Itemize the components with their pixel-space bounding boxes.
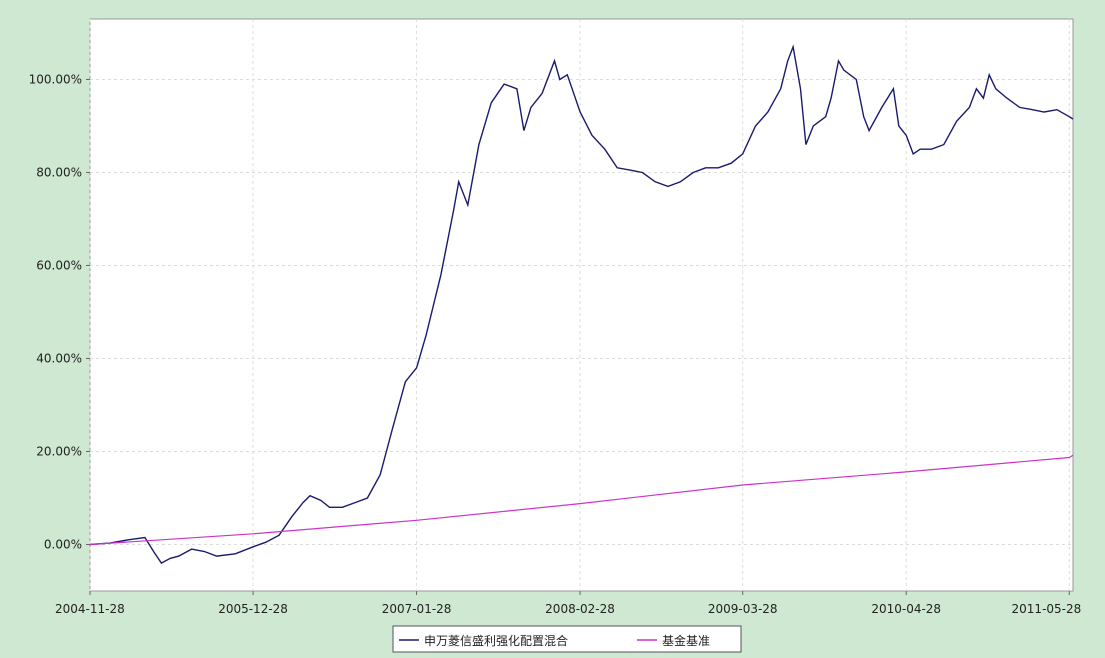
legend: 申万菱信盛利强化配置混合 基金基准 (392, 625, 742, 653)
x-tick-label: 2004-11-28 (55, 602, 125, 616)
grid-lines (89, 19, 1073, 591)
plot-area (89, 18, 1074, 592)
x-tick-label: 2010-04-28 (871, 602, 941, 616)
legend-box (392, 625, 742, 653)
x-tick-label: 2009-03-28 (708, 602, 778, 616)
x-tick-label: 2011-05-28 (1012, 602, 1082, 616)
fund-line (89, 44, 1074, 565)
y-tick-label: 100.00% (29, 72, 82, 86)
y-tick-label: 80.00% (36, 165, 82, 179)
y-tick-label: 20.00% (36, 444, 82, 458)
legend-label-benchmark: 基金基准 (662, 633, 710, 648)
y-axis: 0.00% 20.00% 40.00% 60.00% 80.00% 100.00% (29, 72, 90, 551)
x-tick-label: 2008-02-28 (545, 602, 615, 616)
x-axis: 2004-11-28 2005-12-28 2007-01-28 2008-02-28… (55, 591, 1081, 616)
x-tick-label: 2005-12-28 (218, 602, 288, 616)
y-tick-label: 60.00% (36, 258, 82, 272)
benchmark-line (89, 454, 1074, 546)
legend-label-fund: 申万菱信盛利强化配置混合 (424, 633, 568, 648)
y-tick-label: 40.00% (36, 351, 82, 365)
y-tick-label: 0.00% (44, 537, 82, 551)
series-lines (89, 44, 1074, 565)
x-tick-label: 2007-01-28 (382, 602, 452, 616)
